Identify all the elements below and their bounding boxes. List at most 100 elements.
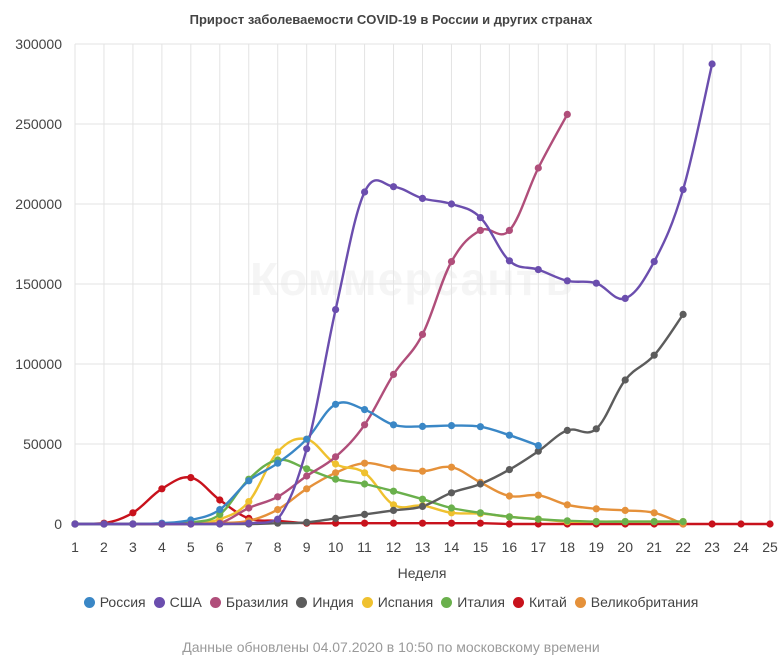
x-tick-label: 19 <box>588 539 604 555</box>
data-point <box>563 426 571 434</box>
legend-item[interactable]: Испания <box>361 594 433 610</box>
data-point <box>361 459 369 467</box>
data-point <box>534 442 542 450</box>
data-point <box>274 459 282 467</box>
data-point <box>100 520 108 528</box>
data-point <box>476 226 484 234</box>
data-point <box>303 435 311 443</box>
legend-item[interactable]: Индия <box>296 594 354 610</box>
legend-item[interactable]: Китай <box>512 594 567 610</box>
data-point <box>216 496 224 504</box>
data-point <box>447 258 456 266</box>
data-point <box>418 422 427 430</box>
legend-label: Бразилия <box>225 594 289 610</box>
data-point <box>592 505 600 513</box>
data-point <box>332 400 340 408</box>
legend-marker <box>153 596 165 608</box>
data-point <box>708 60 716 68</box>
x-tick-label: 12 <box>386 539 402 555</box>
legend-marker <box>83 596 95 608</box>
x-tick-label: 7 <box>245 539 253 555</box>
data-point <box>274 506 282 514</box>
data-point <box>332 514 340 523</box>
data-point <box>361 188 369 196</box>
data-point <box>216 520 224 528</box>
data-point <box>505 431 513 439</box>
data-point <box>418 194 427 202</box>
data-point <box>534 491 542 499</box>
data-point <box>679 186 687 194</box>
data-point <box>332 453 340 461</box>
y-tick-label: 300000 <box>15 36 62 52</box>
x-tick-label: 23 <box>704 539 720 555</box>
data-point <box>766 520 774 528</box>
y-tick-label: 0 <box>54 516 62 532</box>
data-point <box>476 214 484 222</box>
data-point <box>447 519 456 527</box>
data-point <box>245 519 253 527</box>
data-point <box>447 422 456 430</box>
data-point <box>303 485 311 493</box>
data-point <box>737 520 745 528</box>
data-point <box>592 425 600 433</box>
data-point <box>361 480 369 488</box>
data-point <box>303 445 311 453</box>
x-tick-label: 21 <box>646 539 662 555</box>
legend-item[interactable]: Россия <box>83 594 146 610</box>
x-axis-label: Неделя <box>398 565 447 581</box>
data-point <box>389 519 398 527</box>
y-tick-label: 250000 <box>15 116 62 132</box>
data-point <box>505 520 513 528</box>
data-point <box>187 474 195 482</box>
data-point <box>361 421 369 429</box>
data-point <box>71 520 79 528</box>
data-point <box>332 475 340 483</box>
data-point <box>274 515 282 523</box>
data-point <box>245 477 253 485</box>
legend-label: Италия <box>457 594 505 610</box>
series-line <box>75 461 684 526</box>
legend-marker <box>361 596 373 608</box>
legend: Россия США Бразилия Индия Испания Италия Китай… <box>0 594 782 611</box>
data-point <box>274 493 282 501</box>
data-point <box>418 495 427 503</box>
x-tick-label: 5 <box>187 539 195 555</box>
legend-marker <box>512 596 524 608</box>
data-point <box>389 183 398 191</box>
legend-label: Россия <box>99 594 146 610</box>
data-point <box>476 480 484 488</box>
data-point <box>650 509 658 517</box>
data-point <box>563 277 571 285</box>
data-point <box>476 519 484 527</box>
x-tick-label: 14 <box>444 539 460 555</box>
data-point <box>418 519 427 527</box>
legend-item[interactable]: Великобритания <box>574 594 698 610</box>
legend-label: Индия <box>312 594 354 610</box>
data-point <box>303 472 311 480</box>
data-point <box>332 469 340 477</box>
x-axis: 1 2 3 4 5 6 7 8 9 10 11 12 13 14 15 16 17 18 19 20 21 22 23 24 2… <box>71 539 778 555</box>
data-point <box>245 504 253 512</box>
data-point <box>447 200 456 208</box>
data-point <box>621 294 629 302</box>
series-line <box>75 313 685 526</box>
data-point <box>534 164 542 172</box>
x-tick-label: 6 <box>216 539 224 555</box>
data-point <box>389 506 398 514</box>
data-point <box>650 518 658 526</box>
data-point <box>389 487 398 495</box>
data-point <box>158 485 166 493</box>
data-point <box>534 266 542 274</box>
x-tick-label: 2 <box>100 539 108 555</box>
data-point <box>679 310 687 318</box>
legend-item[interactable]: США <box>153 594 202 610</box>
legend-item[interactable]: Италия <box>441 594 505 610</box>
data-point <box>592 279 600 287</box>
data-point <box>447 504 456 512</box>
x-tick-label: 15 <box>473 539 489 555</box>
data-point <box>476 423 484 431</box>
data-point <box>447 463 456 471</box>
data-point <box>332 460 340 468</box>
legend-item[interactable]: Бразилия <box>209 594 289 610</box>
